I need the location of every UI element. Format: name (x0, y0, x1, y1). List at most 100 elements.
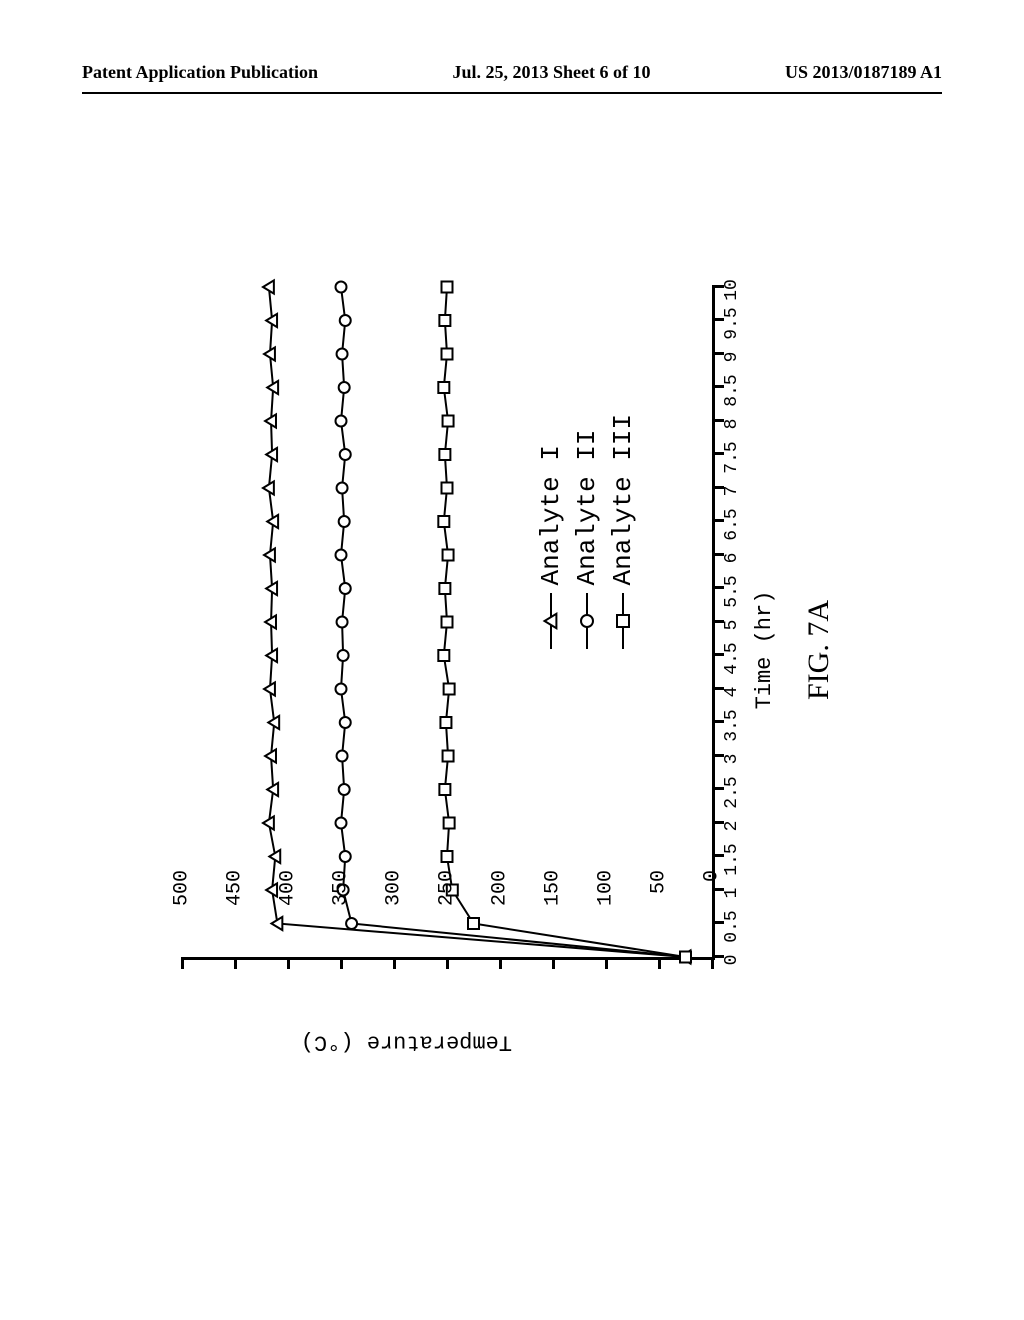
series-marker (337, 617, 348, 628)
x-tick-label: 7 (722, 486, 742, 497)
series-marker (444, 818, 455, 829)
x-tick-label: 6.5 (722, 508, 742, 540)
series-marker (340, 851, 351, 862)
series-marker (439, 583, 450, 594)
y-tick (711, 957, 714, 969)
page-header: Patent Application Publication Jul. 25, … (82, 62, 942, 94)
series-marker (336, 282, 347, 293)
y-tick-label: 350 (330, 870, 353, 906)
series-marker (336, 818, 347, 829)
y-tick (181, 957, 184, 969)
x-tick-label: 10 (722, 279, 742, 301)
y-tick (393, 957, 396, 969)
series-marker (440, 717, 451, 728)
y-tick (658, 957, 661, 969)
series-marker (337, 751, 348, 762)
series-marker (336, 550, 347, 561)
series-marker (339, 784, 350, 795)
x-tick-label: 4 (722, 687, 742, 698)
series-marker (438, 382, 449, 393)
legend-label: Analyte II (572, 429, 602, 585)
series-marker (443, 751, 454, 762)
y-tick (552, 957, 555, 969)
y-tick (446, 957, 449, 969)
series-marker (442, 617, 453, 628)
series-marker (337, 483, 348, 494)
series-marker (340, 449, 351, 460)
series-marker (439, 784, 450, 795)
x-tick-label: 9 (722, 352, 742, 363)
series-marker (346, 918, 357, 929)
y-tick-label: 100 (595, 870, 618, 906)
x-tick-label: 3.5 (722, 709, 742, 741)
x-tick-label: 6 (722, 553, 742, 564)
legend-label: Analyte I (536, 445, 566, 585)
y-tick-label: 150 (542, 870, 565, 906)
y-tick-label: 300 (383, 870, 406, 906)
x-tick-label: 1 (722, 888, 742, 899)
header-right: US 2013/0187189 A1 (785, 62, 942, 83)
x-tick-label: 2.5 (722, 776, 742, 808)
series-marker (340, 315, 351, 326)
series-marker (439, 315, 450, 326)
series-marker (336, 684, 347, 695)
series-marker (339, 516, 350, 527)
header-left: Patent Application Publication (82, 62, 318, 83)
series-marker (339, 382, 350, 393)
series-marker (438, 516, 449, 527)
x-tick-label: 9.5 (722, 307, 742, 339)
y-tick (234, 957, 237, 969)
x-tick-label: 5 (722, 620, 742, 631)
y-tick-label: 0 (701, 870, 724, 882)
chart-container: Temperature (°C) Time (hr) FIG. 7A Analy… (152, 190, 872, 1050)
header-center: Jul. 25, 2013 Sheet 6 of 10 (453, 62, 651, 83)
x-tick-label: 0 (722, 955, 742, 966)
y-tick (499, 957, 502, 969)
legend-item: Analyte III (605, 414, 641, 652)
series-marker (336, 416, 347, 427)
series-marker (468, 918, 479, 929)
y-tick-label: 200 (489, 870, 512, 906)
x-tick-label: 4.5 (722, 642, 742, 674)
y-tick-label: 450 (224, 870, 247, 906)
series-marker (442, 851, 453, 862)
x-tick-label: 8 (722, 419, 742, 430)
series-marker (438, 650, 449, 661)
triangle-icon (536, 592, 566, 652)
y-tick (340, 957, 343, 969)
figure-caption: FIG. 7A (802, 250, 836, 1050)
x-tick-label: 7.5 (722, 441, 742, 473)
square-icon (608, 592, 638, 652)
series-marker (680, 952, 691, 963)
series-marker (442, 483, 453, 494)
series-marker (443, 550, 454, 561)
legend-item: Analyte I (533, 414, 569, 652)
y-axis-label: Temperature (°C) (301, 1030, 512, 1055)
legend-label: Analyte III (608, 414, 638, 586)
y-tick (287, 957, 290, 969)
legend-item: Analyte II (569, 414, 605, 652)
x-tick-label: 8.5 (722, 374, 742, 406)
y-tick (605, 957, 608, 969)
x-tick-label: 3 (722, 754, 742, 765)
series-marker (443, 416, 454, 427)
series-marker (337, 349, 348, 360)
x-tick-label: 5.5 (722, 575, 742, 607)
series-marker (439, 449, 450, 460)
legend: Analyte IAnalyte IIAnalyte III (533, 414, 641, 652)
series-marker (340, 717, 351, 728)
y-tick-label: 50 (648, 870, 671, 894)
y-tick-label: 400 (277, 870, 300, 906)
series-marker (263, 816, 274, 829)
series-marker (442, 282, 453, 293)
circle-icon (572, 592, 602, 652)
y-tick-label: 500 (171, 870, 194, 906)
x-tick-label: 1.5 (722, 843, 742, 875)
x-tick-label: 0.5 (722, 910, 742, 942)
x-tick-label: 2 (722, 821, 742, 832)
series-marker (340, 583, 351, 594)
x-axis-label: Time (hr) (752, 250, 777, 1050)
series-marker (442, 349, 453, 360)
series-marker (444, 684, 455, 695)
series-marker (338, 650, 349, 661)
